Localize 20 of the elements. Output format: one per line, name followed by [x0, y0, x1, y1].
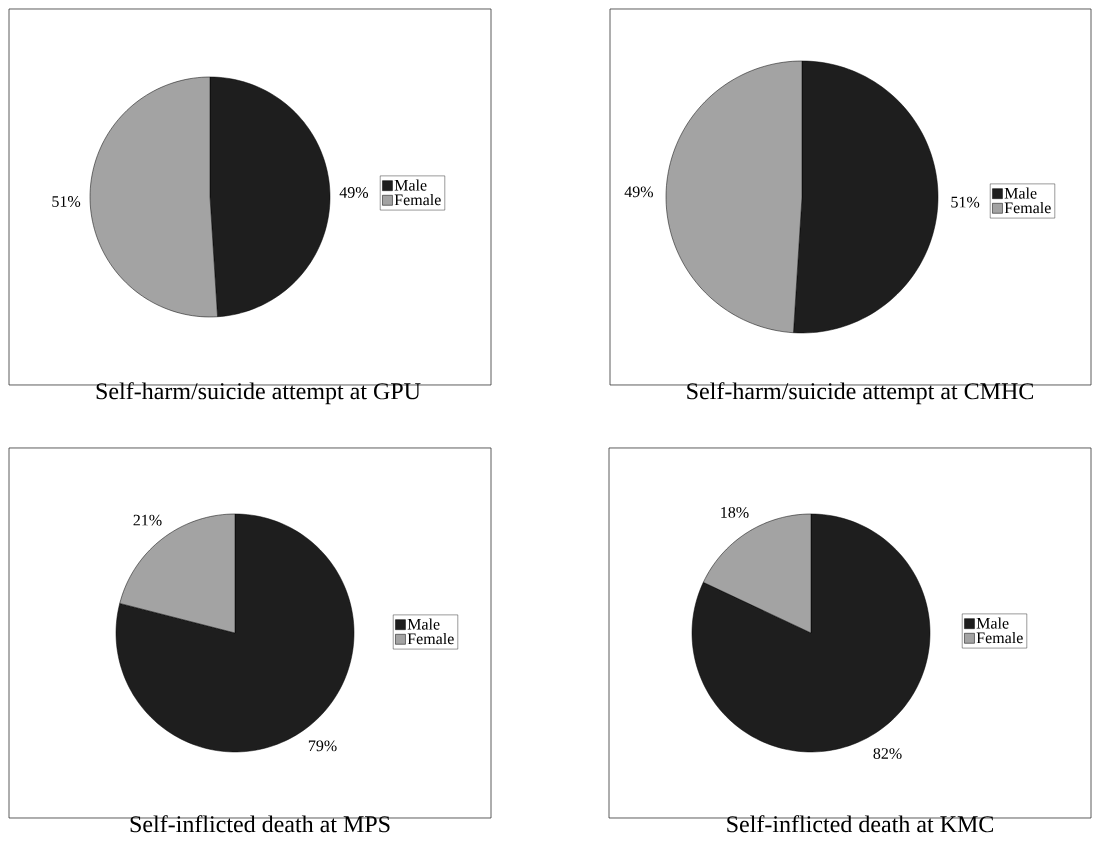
- text: Self-inflicted death at KMC: [727, 815, 994, 833]
- data-label: 82%: [873, 748, 902, 759]
- legend-label: Female: [407, 632, 454, 645]
- text: Self-harm/suicide attempt at CMHC: [687, 382, 1034, 405]
- data-label: 51%: [52, 196, 81, 207]
- text: Self-harm/suicide attempt at GPU: [96, 382, 421, 405]
- data-label: 79%: [308, 740, 337, 752]
- data-label: 18%: [721, 507, 749, 518]
- legend-label: Male: [1004, 187, 1037, 199]
- legend-label: Male: [976, 617, 1009, 629]
- legend-label: Female: [1004, 201, 1051, 214]
- data-label: 51%: [951, 196, 980, 208]
- data-label: 49%: [339, 187, 369, 198]
- data-label: 49%: [624, 186, 654, 198]
- data-label: 21%: [133, 514, 162, 526]
- legend-label: Female: [976, 631, 1023, 644]
- legend-label: Female: [394, 193, 441, 206]
- legend-label: Male: [407, 618, 440, 630]
- legend-label: Male: [394, 179, 427, 191]
- text: Self-inflicted death at MPS: [130, 815, 390, 833]
